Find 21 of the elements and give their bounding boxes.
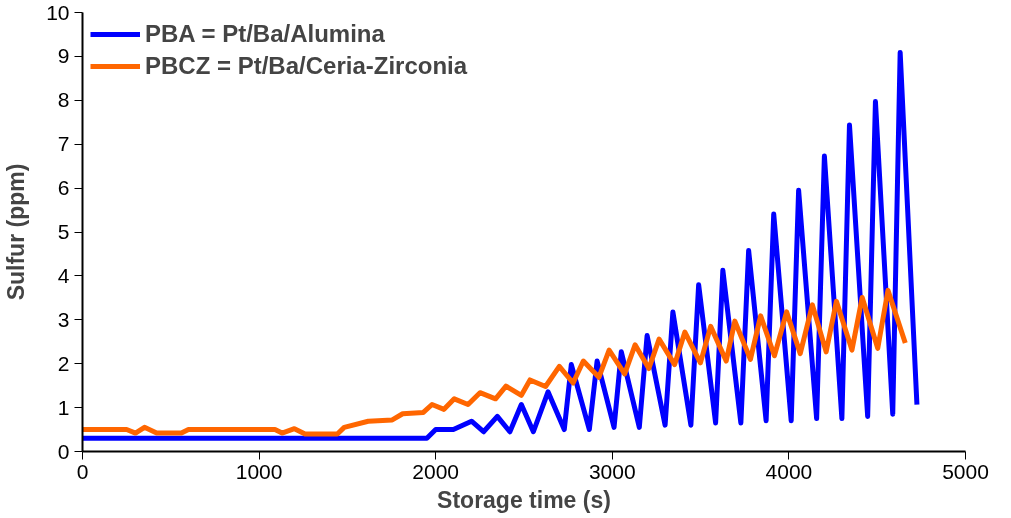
y-tick-label: 4 bbox=[57, 263, 70, 287]
x-tick-label: 0 bbox=[76, 459, 89, 483]
legend-label: PBA = Pt/Ba/Alumina bbox=[145, 20, 385, 48]
x-tick-label: 2000 bbox=[412, 459, 460, 483]
y-tick-label: 10 bbox=[46, 0, 70, 24]
y-axis-title: Sulfur (ppm) bbox=[3, 163, 30, 301]
legend-label: PBCZ = Pt/Ba/Ceria-Zirconia bbox=[145, 52, 468, 80]
y-tick-label: 6 bbox=[57, 176, 70, 200]
y-tick-label: 8 bbox=[57, 88, 70, 112]
y-tick-label: 1 bbox=[57, 395, 70, 419]
y-tick-label: 3 bbox=[57, 307, 70, 331]
x-tick-label: 5000 bbox=[942, 459, 989, 483]
y-tick-label: 2 bbox=[57, 351, 70, 375]
x-tick-label: 3000 bbox=[588, 459, 636, 483]
y-tick-label: 7 bbox=[57, 132, 70, 156]
x-tick-label: 1000 bbox=[235, 459, 283, 483]
y-tick-label: 0 bbox=[57, 439, 70, 463]
x-tick-label: 4000 bbox=[765, 459, 813, 483]
y-tick-label: 9 bbox=[57, 44, 70, 68]
y-tick-label: 5 bbox=[57, 220, 70, 243]
x-axis-title: Storage time (s) bbox=[437, 486, 611, 513]
